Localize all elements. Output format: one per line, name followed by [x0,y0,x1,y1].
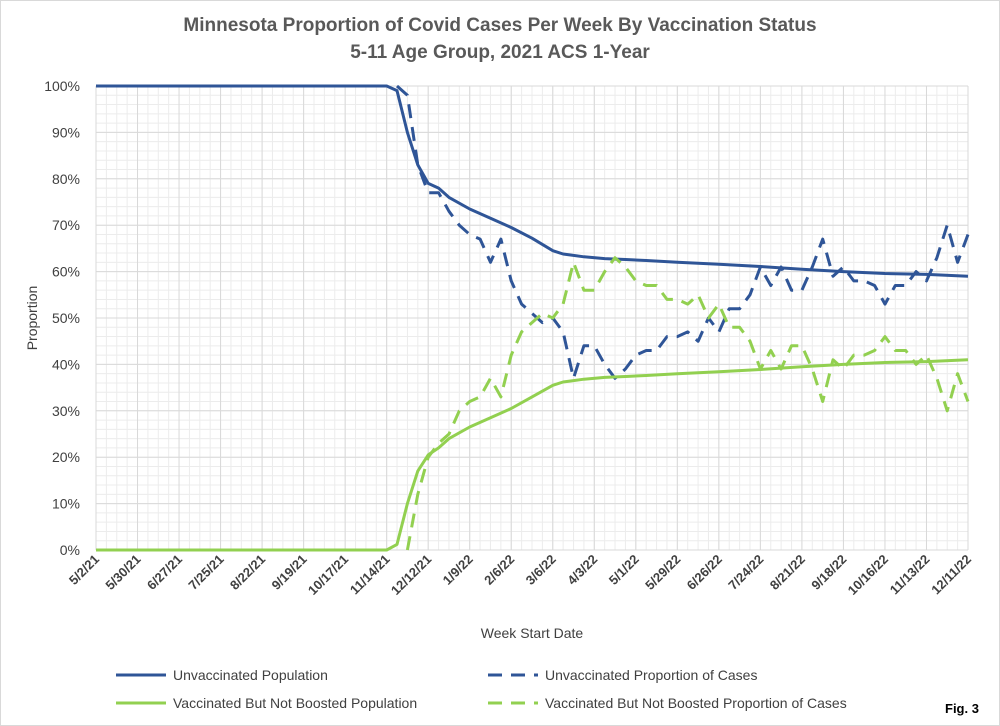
x-tick-label: 12/12/21 [388,552,434,598]
x-axis-title: Week Start Date [481,625,584,641]
x-tick-label: 4/3/22 [564,552,600,588]
x-tick-label: 8/21/22 [767,552,808,593]
x-tick-label: 6/27/21 [144,552,185,593]
y-tick-label: 10% [52,496,80,512]
y-tick-label: 20% [52,449,80,465]
chart-subtitle: 5-11 Age Group, 2021 ACS 1-Year [350,42,650,63]
legend-label-2: Unvaccinated Proportion of Cases [545,667,757,683]
y-tick-label: 90% [52,124,80,140]
legend-label-4: Vaccinated But Not Boosted Proportion of… [545,695,847,711]
y-tick-label: 50% [52,310,80,326]
x-tick-label: 9/19/21 [268,552,309,593]
x-tick-label: 9/18/22 [808,552,849,593]
x-tick-label: 1/9/22 [440,552,476,588]
x-tick-label: 7/24/22 [725,552,766,593]
y-tick-label: 100% [44,78,80,94]
y-tick-label: 0% [60,542,80,558]
y-tick-label: 80% [52,171,80,187]
y-tick-label: 30% [52,403,80,419]
x-tick-label: 3/6/22 [523,552,559,588]
x-tick-label: 10/17/21 [305,552,351,598]
x-tick-label: 5/29/22 [642,552,683,593]
y-tick-label: 40% [52,356,80,372]
x-tick-label: 6/26/22 [684,552,725,593]
legend-label-1: Unvaccinated Population [173,667,328,683]
x-tick-label: 7/25/21 [185,552,226,593]
chart-title: Minnesota Proportion of Covid Cases Per … [183,15,817,36]
x-tick-label: 5/30/21 [102,552,143,593]
series-line-1 [96,84,969,278]
x-tick-label: 11/13/22 [887,552,933,598]
figure-label: Fig. 3 [945,701,979,716]
y-tick-label: 60% [52,264,80,280]
legend-label-3: Vaccinated But Not Boosted Population [173,695,417,711]
x-tick-label: 12/11/22 [928,552,974,598]
x-tick-label: 2/6/22 [481,552,517,588]
legend-layer: Unvaccinated Population Unvaccinated Prop… [116,667,847,711]
series-layer [96,84,970,552]
x-tick-label: 11/14/21 [347,552,393,598]
x-tick-label: 10/16/22 [845,552,891,598]
y-axis-title: Proportion [24,286,40,351]
y-tick-label: 70% [52,217,80,233]
series-line-3 [96,358,969,552]
grid-layer [95,85,969,551]
series-line-2 [396,84,970,380]
x-tick-label: 5/1/22 [606,552,642,588]
x-tick-label: 8/22/21 [227,552,268,593]
series-line-4 [405,256,970,551]
